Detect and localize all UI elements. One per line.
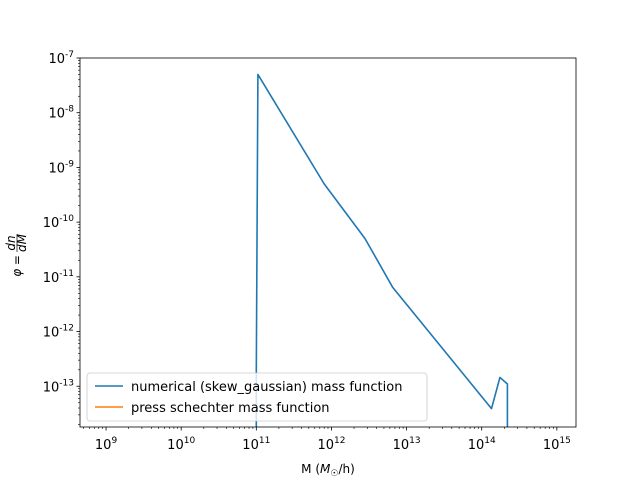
y-label-symbol: φ =: [10, 255, 24, 277]
y-tick-label: 10-10: [43, 214, 75, 231]
y-tick-label: 10-12: [43, 324, 74, 341]
y-tick-label: 10-9: [48, 159, 74, 176]
y-tick-label: 10-11: [43, 269, 74, 286]
x-tick-label: 1013: [393, 436, 421, 453]
x-tick-label: 1014: [468, 436, 496, 453]
x-tick-label: 109: [95, 436, 118, 453]
legend-label-0: numerical (skew_gaussian) mass function: [131, 380, 402, 395]
x-tick-label: 1011: [242, 436, 270, 453]
legend-box: [86, 372, 428, 422]
y-label-denominator: dM: [15, 233, 29, 252]
x-tick-label: 1010: [167, 436, 195, 453]
plot-area: [80, 58, 576, 427]
legend-label-1: press schechter mass function: [131, 401, 330, 416]
y-tick-label: 10-13: [43, 378, 74, 395]
y-tick-label: 10-7: [48, 50, 74, 67]
y-tick-label: 10-8: [48, 105, 74, 122]
x-tick-label: 1015: [543, 436, 571, 453]
series-line-0: [255, 73, 509, 427]
x-axis-label: M (M☉/h): [301, 462, 355, 479]
y-label-numerator: dn: [4, 235, 18, 250]
x-tick-label: 1012: [317, 436, 345, 453]
